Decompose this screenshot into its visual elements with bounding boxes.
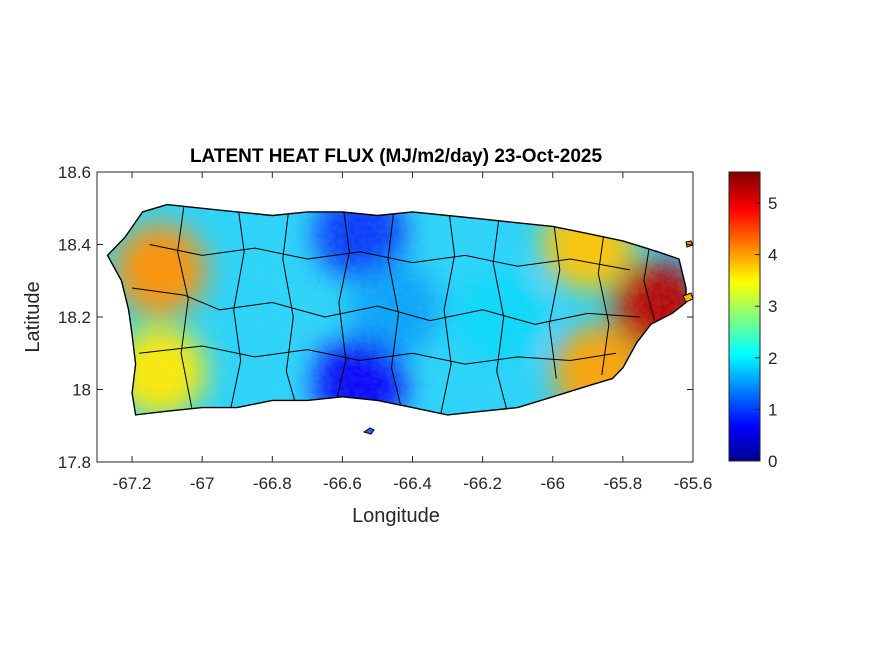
municipality-boundary: [440, 204, 456, 415]
colorbar-tick-label: 1: [768, 400, 777, 419]
y-tick-label: 18.6: [58, 163, 91, 182]
municipality-boundary: [229, 204, 245, 412]
caja-de-muertos-island: [362, 427, 375, 435]
colorbar-tick-label: 5: [768, 194, 777, 213]
x-tick-label: -65.6: [674, 474, 713, 493]
vieques-tip: [682, 292, 694, 303]
municipality-boundary: [149, 244, 630, 271]
figure-title: LATENT HEAT FLUX (MJ/m2/day) 23-Oct-2025: [190, 146, 603, 167]
island-outline: [106, 203, 687, 416]
municipality-boundary: [132, 287, 641, 325]
colorbar-tick-label: 0: [768, 452, 777, 471]
y-tick-label: 18.2: [58, 308, 91, 327]
colorbar-tick-label: 4: [768, 246, 777, 265]
municipality-boundary: [643, 237, 655, 321]
x-tick-label: -67.2: [113, 474, 152, 493]
y-tick-label: 18.4: [58, 236, 91, 255]
y-axis-ticks: 17.8 18 18.2 18.4 18.6: [58, 163, 693, 472]
colorbar: [728, 171, 761, 462]
y-axis-label: Latitude: [22, 281, 44, 352]
x-tick-label: -67: [190, 474, 215, 493]
municipality-boundaries: [132, 204, 655, 415]
y-tick-label: 17.8: [58, 453, 91, 472]
x-tick-label: -66.4: [393, 474, 432, 493]
x-tick-label: -66.6: [323, 474, 362, 493]
municipality-boundary: [282, 204, 298, 408]
x-tick-label: -65.8: [604, 474, 643, 493]
x-axis-ticks: -67.2 -67 -66.8 -66.6 -66.4 -66.2 -66 -65.8 -65.…: [113, 172, 713, 493]
x-tick-label: -66: [540, 474, 565, 493]
municipality-boundary: [139, 345, 616, 365]
x-tick-label: -66.8: [253, 474, 292, 493]
municipality-boundary: [387, 204, 403, 412]
municipality-boundary: [548, 215, 561, 379]
y-tick-label: 18: [72, 381, 91, 400]
heatmap-texture: [107, 204, 686, 415]
colorbar-tick-label: 3: [768, 297, 777, 316]
colorbar-tick-label: 2: [768, 349, 777, 368]
x-tick-label: -66.2: [463, 474, 502, 493]
x-axis-label: Longitude: [352, 505, 440, 527]
municipality-boundary: [177, 204, 193, 408]
municipality-boundary: [597, 222, 610, 376]
colorbar-ticks: 0 1 2 3 4 5: [755, 194, 777, 471]
municipality-boundary: [334, 204, 350, 405]
municipality-boundary: [492, 208, 508, 412]
